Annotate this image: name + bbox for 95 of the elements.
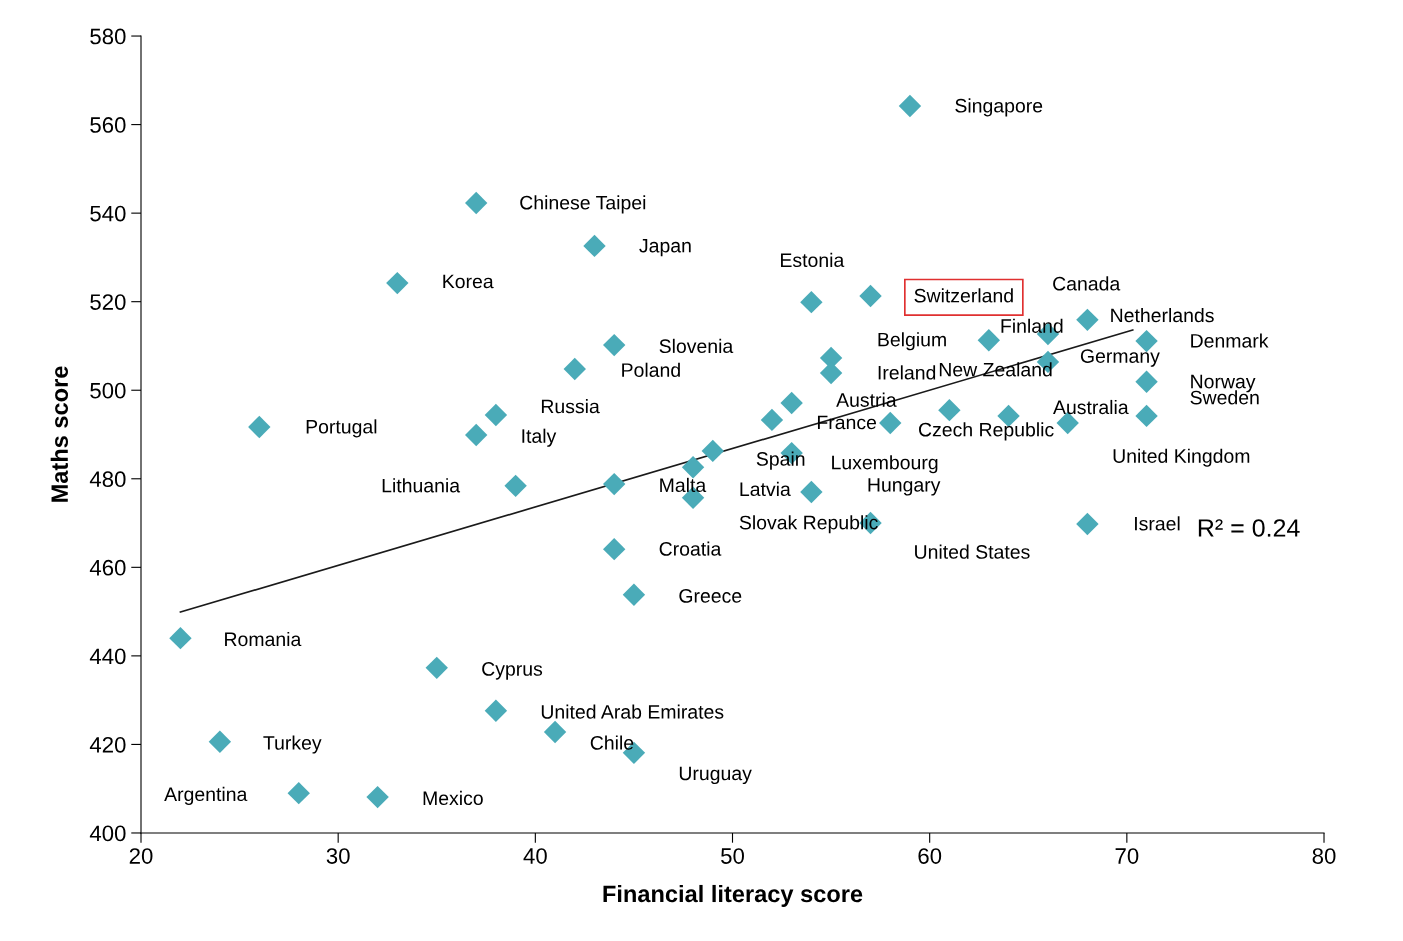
- point: [859, 284, 882, 308]
- point: [603, 333, 626, 357]
- annotation: Estonia: [781, 252, 845, 268]
- annotation: Uruguay: [679, 766, 752, 785]
- annotation: Denmark: [1191, 333, 1269, 348]
- annotation: Turkey: [263, 735, 322, 754]
- point: [898, 94, 922, 118]
- annotation: Czech Republic: [919, 422, 1054, 441]
- point: [504, 474, 527, 498]
- point: [622, 583, 646, 606]
- point: [760, 408, 784, 432]
- y-tick-label: 420: [89, 736, 126, 753]
- point: [701, 439, 724, 463]
- annotation: R² = 0.24: [1198, 519, 1300, 537]
- annotation: Luxembourg: [832, 455, 938, 474]
- x-tick-label: 60: [918, 848, 942, 864]
- annotation: Italy: [522, 428, 557, 447]
- x-tick-label: 30: [326, 848, 350, 864]
- y-tick-label: 460: [89, 559, 126, 576]
- point: [879, 411, 902, 435]
- x-tick-label: 80: [1312, 848, 1336, 864]
- point: [977, 329, 1001, 352]
- x-axis-title: Financial literacy score: [603, 884, 863, 907]
- annotation: Croatia: [659, 541, 722, 556]
- annotation: Cyprus: [482, 662, 543, 680]
- annotation: Germany: [1080, 349, 1160, 367]
- point: [1076, 512, 1099, 536]
- annotation: Israel: [1135, 516, 1180, 531]
- annotation: Malta: [660, 477, 707, 493]
- y-tick-label: 480: [89, 471, 126, 488]
- y-tick-label: 540: [90, 205, 126, 222]
- annotation: Mexico: [423, 790, 483, 806]
- point: [287, 781, 310, 805]
- point: [563, 357, 586, 381]
- point: [543, 720, 567, 744]
- x-tick-label: 20: [129, 848, 153, 864]
- y-tick-label: 500: [90, 382, 126, 399]
- point: [484, 403, 508, 427]
- point: [425, 656, 448, 680]
- x-tick-label: 70: [1115, 848, 1139, 864]
- annotation: Portugal: [306, 419, 377, 438]
- annotation: Canada: [1053, 276, 1121, 291]
- annotation: Latvia: [740, 481, 791, 497]
- point: [1076, 308, 1099, 332]
- point: [1135, 404, 1158, 428]
- annotation: Romania: [225, 631, 302, 647]
- y-tick-label: 520: [90, 294, 126, 310]
- annotation: Spain: [756, 451, 805, 470]
- point: [464, 191, 488, 215]
- annotation: Singapore: [955, 98, 1043, 117]
- point: [780, 391, 803, 415]
- point: [208, 730, 232, 753]
- annotation: United States: [915, 544, 1030, 559]
- annotation: Austria: [836, 392, 897, 407]
- annotation: Chinese Taipei: [520, 195, 646, 214]
- annotation: Argentina: [164, 786, 248, 805]
- annotation: Russia: [541, 399, 600, 414]
- x-tick-label: 50: [721, 848, 744, 864]
- annotation: United Kingdom: [1113, 448, 1250, 467]
- point: [681, 456, 705, 479]
- point: [800, 290, 823, 314]
- point: [1135, 370, 1158, 394]
- annotation: Poland: [622, 362, 680, 377]
- x-tick-label: 40: [523, 848, 547, 864]
- annotation: Belgium: [878, 332, 946, 351]
- annotation: Korea: [443, 274, 494, 289]
- y-tick-label: 440: [89, 648, 126, 665]
- point: [800, 480, 823, 504]
- annotation: Hungary: [868, 478, 941, 496]
- annotation: Finland: [1001, 318, 1063, 333]
- annotation: Japan: [639, 238, 691, 257]
- annotation: Australia: [1053, 399, 1129, 415]
- y-axis-title: Maths score: [50, 366, 69, 502]
- point: [583, 234, 606, 258]
- annotation: Slovenia: [659, 338, 734, 354]
- point: [366, 785, 389, 809]
- point: [603, 537, 626, 561]
- point: [169, 626, 192, 650]
- annotation: United Arab Emirates: [541, 704, 724, 719]
- point: [464, 423, 488, 447]
- point: [386, 271, 409, 295]
- annotation: France: [817, 415, 877, 430]
- y-tick-label: 560: [90, 117, 126, 133]
- annotation: Switzerland: [914, 288, 1013, 303]
- y-tick-label: 580: [90, 28, 126, 45]
- annotation: Chile: [590, 735, 634, 750]
- point: [248, 415, 271, 439]
- point: [938, 398, 961, 422]
- annotation: Lithuania: [382, 478, 461, 493]
- point: [484, 699, 508, 722]
- annotation: Netherlands: [1111, 308, 1214, 323]
- annotation: Greece: [679, 589, 742, 603]
- point: [603, 472, 626, 496]
- y-tick-label: 400: [89, 825, 126, 842]
- annotation: Ireland: [878, 365, 936, 380]
